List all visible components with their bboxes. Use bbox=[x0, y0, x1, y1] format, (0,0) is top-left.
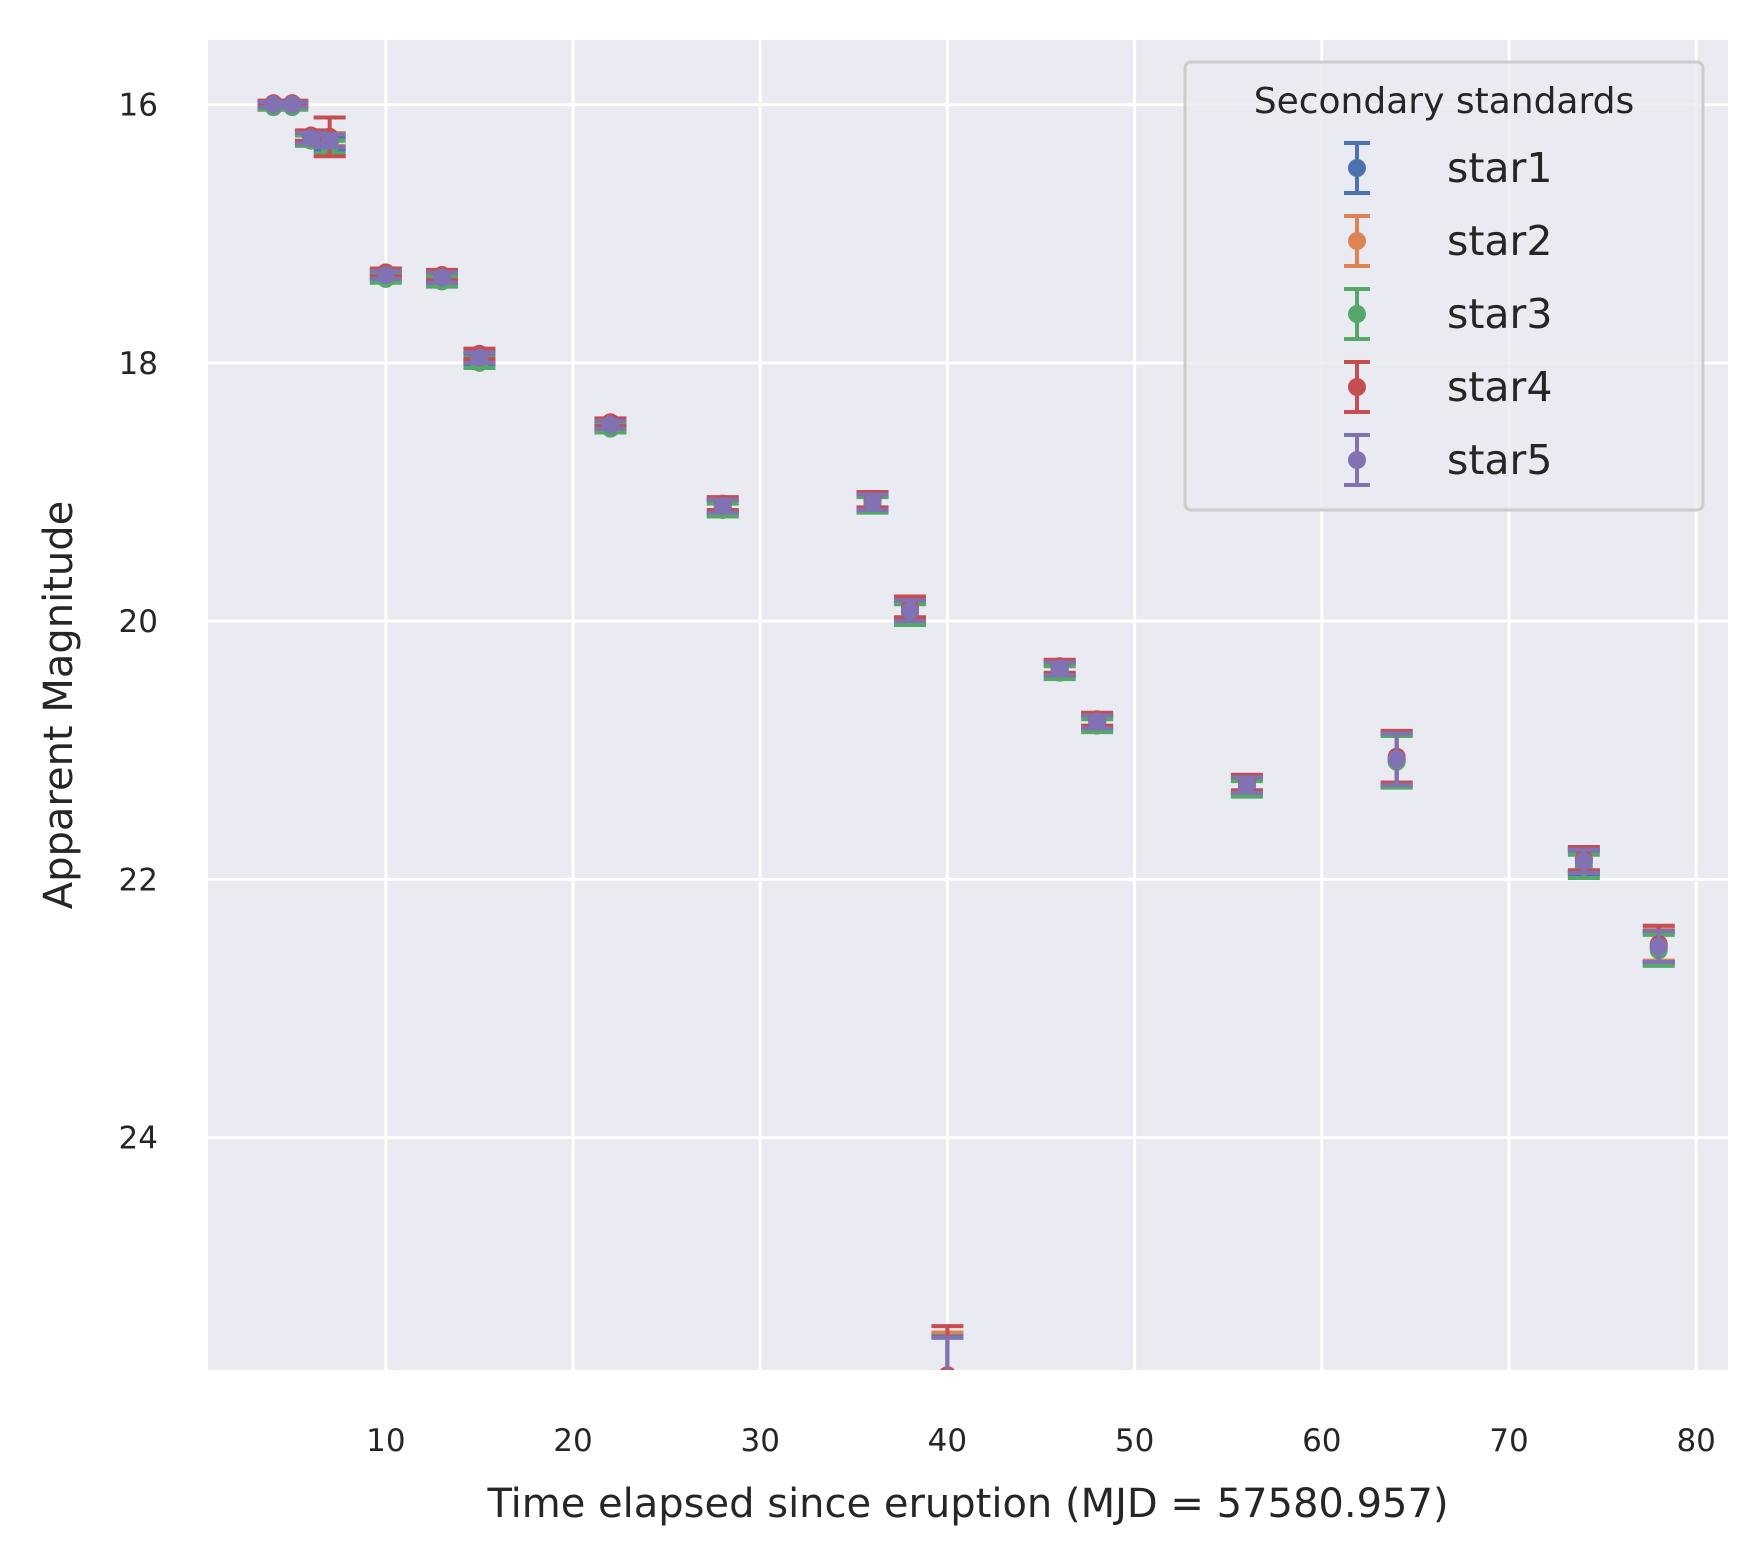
data-point-star5 bbox=[601, 415, 620, 434]
legend-item-star1: star1 bbox=[1344, 141, 1553, 195]
data-point-star5 bbox=[1387, 750, 1406, 769]
y-tick-label: 16 bbox=[119, 88, 158, 124]
data-point-star1 bbox=[938, 1371, 956, 1389]
legend-box bbox=[1183, 60, 1705, 512]
data-point-star5 bbox=[938, 1371, 956, 1389]
data-point-star5 bbox=[320, 131, 339, 150]
x-axis-label: Time elapsed since eruption (MJD = 57580… bbox=[486, 1481, 1448, 1527]
data-point-star5 bbox=[713, 497, 732, 516]
data-point-star5 bbox=[376, 266, 395, 285]
x-tick-label: 80 bbox=[1676, 1423, 1715, 1459]
data-point-star2 bbox=[942, 1368, 952, 1370]
legend-marker bbox=[1348, 159, 1366, 177]
legend-marker bbox=[1348, 451, 1366, 469]
data-point-star5 bbox=[264, 95, 283, 114]
legend: Secondary standards star1 star2 star3 star4… bbox=[1183, 60, 1705, 512]
x-tick-label: 70 bbox=[1489, 1423, 1528, 1459]
data-point-star5 bbox=[1050, 659, 1069, 678]
legend-items: star1 star2 star3 star4 star5 bbox=[1344, 141, 1553, 487]
x-tick-label: 40 bbox=[928, 1423, 967, 1459]
x-tick-label: 60 bbox=[1302, 1423, 1341, 1459]
legend-item-star3: star3 bbox=[1344, 287, 1553, 341]
y-axis-label: Apparent Magnitude bbox=[36, 501, 82, 910]
x-tick-label: 30 bbox=[740, 1423, 779, 1459]
legend-label: star5 bbox=[1447, 436, 1553, 484]
y-tick-label: 18 bbox=[119, 346, 158, 382]
tick-labels: 10 20 30 40 50 60 70 80 16 18 20 22 24 bbox=[119, 88, 1716, 1459]
legend-item-star5: star5 bbox=[1344, 433, 1553, 487]
data-layer bbox=[257, 94, 1675, 1392]
data-point-star5 bbox=[470, 348, 489, 367]
legend-label: star4 bbox=[1447, 363, 1553, 411]
data-point-star5 bbox=[301, 129, 320, 148]
series-star5 bbox=[257, 95, 1675, 1389]
x-tick-label: 10 bbox=[366, 1423, 405, 1459]
data-point-star5 bbox=[1574, 852, 1593, 871]
legend-marker bbox=[1348, 378, 1366, 396]
legend-marker bbox=[1348, 232, 1366, 250]
series-group bbox=[257, 94, 1675, 1392]
x-tick-label: 20 bbox=[553, 1423, 592, 1459]
data-point-star5 bbox=[1237, 776, 1256, 795]
data-point-star5 bbox=[900, 601, 919, 620]
legend-label: star2 bbox=[1447, 217, 1553, 265]
y-tick-label: 24 bbox=[119, 1121, 158, 1157]
legend-marker bbox=[1348, 305, 1366, 323]
x-tick-label: 50 bbox=[1115, 1423, 1154, 1459]
y-tick-label: 20 bbox=[119, 604, 158, 640]
data-point-star5 bbox=[1088, 712, 1107, 731]
legend-label: star1 bbox=[1447, 144, 1553, 192]
y-tick-label: 22 bbox=[119, 862, 158, 898]
legend-item-star4: star4 bbox=[1344, 360, 1553, 414]
legend-title: Secondary standards bbox=[1254, 81, 1635, 122]
data-point-star5 bbox=[283, 95, 302, 114]
legend-item-star2: star2 bbox=[1344, 214, 1553, 268]
legend-label: star3 bbox=[1447, 290, 1553, 338]
data-point-star5 bbox=[1649, 937, 1668, 956]
data-point-star3 bbox=[938, 1374, 956, 1392]
data-point-star5 bbox=[432, 268, 451, 287]
data-point-star5 bbox=[863, 493, 882, 512]
